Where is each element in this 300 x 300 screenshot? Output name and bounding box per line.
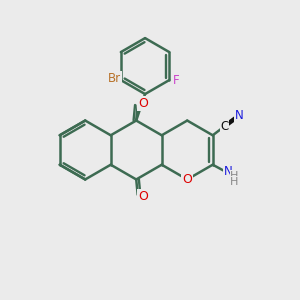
Text: H: H [230,171,239,181]
Text: O: O [182,173,192,186]
Text: O: O [138,97,148,110]
Text: O: O [138,190,148,203]
Text: Br: Br [108,72,121,85]
Text: F: F [172,74,179,87]
Text: N: N [235,109,244,122]
Text: C: C [220,120,229,133]
Text: H: H [230,177,239,187]
Text: N: N [224,165,233,178]
